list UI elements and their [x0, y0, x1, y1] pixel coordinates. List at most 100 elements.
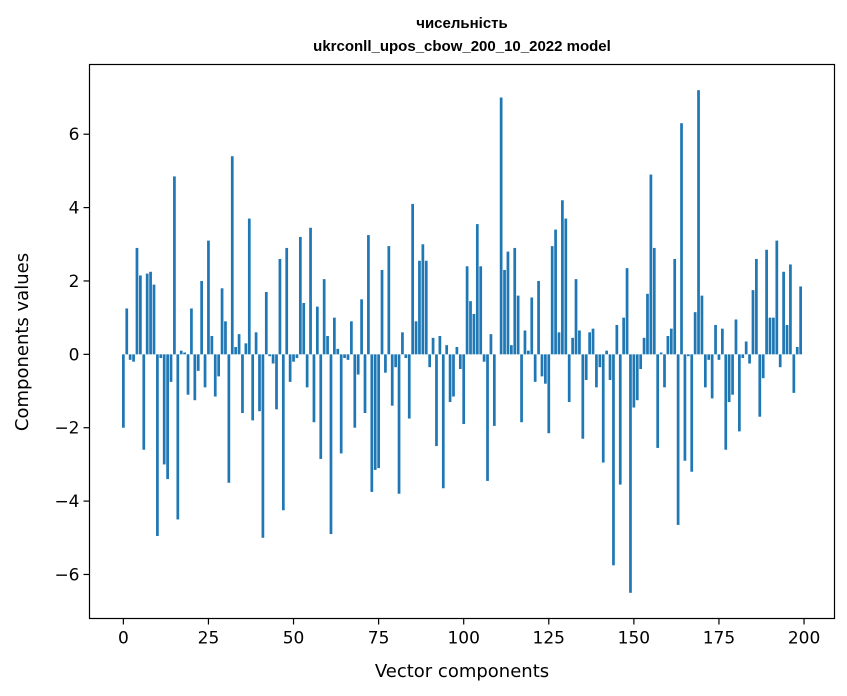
- bar: [292, 354, 295, 362]
- bar: [765, 249, 768, 355]
- bar: [554, 229, 557, 355]
- bar: [285, 247, 289, 355]
- bar: [680, 123, 683, 355]
- bar: [302, 302, 306, 355]
- bar: [578, 330, 581, 355]
- bar: [561, 200, 564, 355]
- bar: [207, 240, 210, 355]
- bar: [203, 354, 207, 388]
- bar: [254, 332, 258, 355]
- bar: [125, 308, 129, 355]
- bar: [322, 279, 326, 355]
- bar: [492, 354, 496, 426]
- x-tick-label: 75: [368, 629, 390, 649]
- bar: [775, 240, 779, 355]
- bar: [360, 299, 363, 355]
- y-tick-label: 4: [69, 199, 80, 219]
- bar: [271, 354, 275, 364]
- bar: [734, 319, 738, 355]
- bar: [629, 354, 632, 593]
- bar: [162, 354, 166, 465]
- bar: [333, 317, 336, 355]
- bar: [792, 354, 796, 393]
- bar: [295, 354, 299, 359]
- bar: [506, 251, 510, 355]
- bar: [564, 218, 568, 355]
- x-tick-label: 200: [788, 629, 820, 649]
- bar: [305, 354, 309, 388]
- bar: [700, 295, 704, 355]
- bar: [179, 350, 183, 355]
- bar: [605, 350, 608, 355]
- bar: [479, 266, 483, 355]
- bar: [438, 336, 442, 355]
- bar: [656, 354, 660, 448]
- bar: [356, 354, 360, 375]
- bar: [407, 354, 411, 419]
- bar: [710, 354, 714, 399]
- bar: [622, 317, 626, 355]
- bar: [520, 354, 523, 423]
- x-tick-label: 125: [533, 629, 565, 649]
- bar: [486, 354, 489, 481]
- x-tick-label: 175: [703, 629, 735, 649]
- bar: [625, 268, 629, 355]
- bar: [703, 354, 707, 388]
- bar: [370, 354, 374, 492]
- bar: [244, 343, 248, 355]
- bar: [608, 354, 612, 381]
- bar: [724, 354, 728, 450]
- bar: [676, 354, 680, 525]
- bar: [731, 354, 734, 395]
- bar: [288, 354, 292, 382]
- y-tick-label: 2: [69, 272, 80, 292]
- bar: [738, 354, 741, 432]
- bar: [139, 275, 142, 355]
- bar: [350, 321, 353, 355]
- bar: [544, 354, 547, 384]
- bar: [741, 354, 745, 359]
- bar: [527, 350, 530, 355]
- bar: [441, 354, 445, 489]
- bar: [574, 279, 578, 355]
- bar: [683, 354, 687, 461]
- bar: [772, 317, 775, 355]
- bar: [690, 354, 694, 472]
- x-tick-label: 50: [283, 629, 305, 649]
- bar: [758, 354, 762, 417]
- bar: [213, 354, 217, 397]
- bar: [339, 354, 343, 454]
- bar: [251, 354, 255, 421]
- bar: [247, 218, 251, 355]
- bar: [169, 354, 173, 382]
- bar: [540, 354, 544, 377]
- bar: [149, 271, 152, 355]
- bar: [264, 291, 268, 355]
- bar: [268, 354, 272, 357]
- bar: [482, 354, 486, 362]
- x-tick-label: 150: [618, 629, 650, 649]
- bar: [230, 156, 234, 355]
- bar: [595, 354, 598, 388]
- bar: [475, 224, 479, 355]
- bar: [666, 336, 670, 355]
- bar: [795, 347, 799, 355]
- bar: [210, 336, 214, 355]
- bar: [550, 246, 554, 355]
- bar: [190, 308, 193, 355]
- y-tick-label: 6: [69, 125, 80, 145]
- bar: [618, 354, 622, 485]
- bar: [152, 284, 156, 355]
- bar: [489, 334, 493, 355]
- bar: [516, 295, 520, 355]
- bar: [571, 337, 574, 355]
- bar: [615, 324, 619, 355]
- bar: [394, 354, 397, 368]
- bar: [598, 354, 602, 368]
- x-axis-label: Vector components: [375, 661, 549, 682]
- bar: [377, 354, 380, 469]
- bar: [343, 354, 346, 359]
- bar: [258, 354, 261, 412]
- bar: [632, 354, 636, 408]
- bar: [373, 354, 377, 470]
